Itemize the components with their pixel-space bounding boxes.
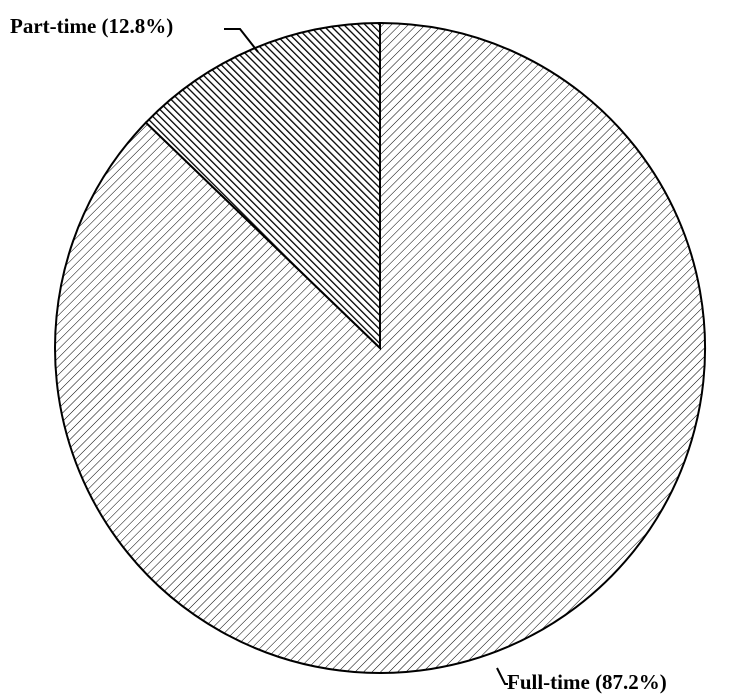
pie-slice: [144, 21, 381, 351]
value-label: (87.2%): [595, 670, 667, 694]
slice-label: Part-time (12.8%): [10, 14, 173, 38]
slice-label: Full-time (87.2%): [507, 670, 667, 694]
category-label: Full-time: [507, 670, 590, 694]
category-label: Part-time: [10, 14, 96, 38]
value-label: (12.8%): [102, 14, 174, 38]
leader-line: [496, 667, 508, 685]
leader-line: [224, 28, 259, 53]
